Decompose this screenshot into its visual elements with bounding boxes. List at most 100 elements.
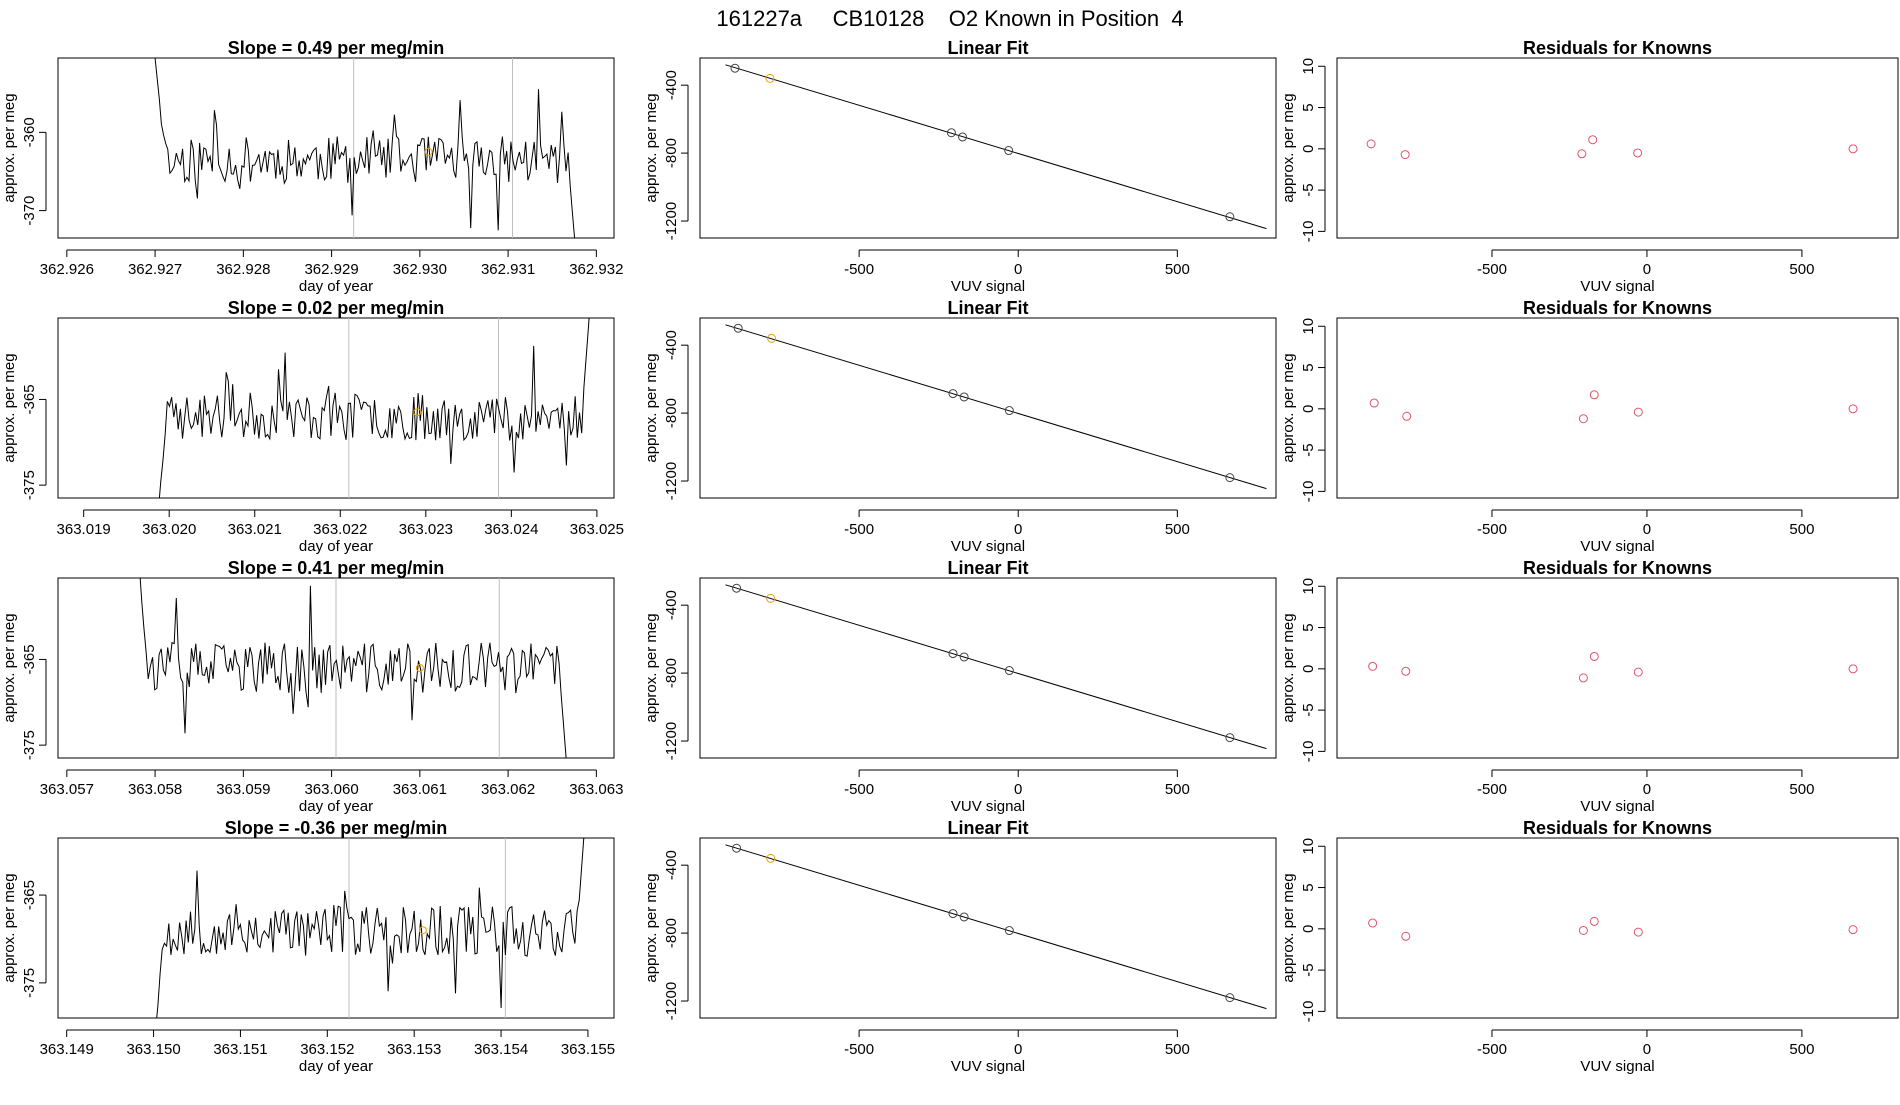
y-tick-label: 5	[1300, 103, 1317, 111]
x-tick-label: 500	[1165, 1041, 1190, 1058]
plot-area	[725, 63, 1267, 230]
data-point	[1578, 673, 1588, 683]
x-tick-label: 363.020	[142, 521, 196, 538]
chart-title: Residuals for Knowns	[1523, 38, 1712, 58]
x-tick-label: 0	[1643, 781, 1651, 798]
data-point	[1225, 993, 1235, 1003]
data-point	[1004, 406, 1014, 416]
x-tick-label: 363.149	[40, 1041, 94, 1058]
data-point	[1577, 149, 1587, 159]
data-point	[1848, 664, 1858, 674]
fit-line	[725, 584, 1267, 750]
y-tick-label: -800	[663, 918, 680, 948]
x-tick-label: 363.150	[126, 1041, 180, 1058]
x-tick-label: 362.926	[40, 261, 94, 278]
y-tick-label: -375	[21, 470, 38, 500]
data-point	[1589, 651, 1599, 661]
plot-frame	[699, 57, 1277, 239]
data-trace-line	[154, 58, 576, 238]
panels: Slope = 0.49 per meg/min 362.926 362.927 36…	[1, 38, 1899, 1075]
y-tick-label: -800	[663, 398, 680, 428]
x-tick-label: 363.058	[128, 781, 182, 798]
x-axis-label: VUV signal	[1580, 798, 1654, 815]
data-point	[1578, 414, 1588, 424]
plot-area	[725, 583, 1267, 750]
plot-area	[725, 323, 1267, 490]
chart-title: Linear Fit	[947, 38, 1028, 58]
x-axis-label: VUV signal	[1580, 538, 1654, 555]
figure-title: 161227a CB10128 O2 Known in Position 4	[716, 6, 1183, 31]
chart-panel: Linear Fit -500 0 500 VUV signal -400 -800 -120…	[643, 558, 1277, 815]
y-axis-label: approx. per meg	[643, 353, 660, 462]
y-tick-label: -400	[663, 70, 680, 100]
y-tick-label: 10	[1300, 318, 1317, 335]
y-tick-label: -360	[21, 117, 38, 147]
y-tick-label: -375	[21, 730, 38, 760]
x-tick-label: 362.927	[128, 261, 182, 278]
y-tick-label: -10	[1300, 481, 1317, 503]
x-tick-label: 362.931	[481, 261, 535, 278]
data-point	[732, 843, 742, 853]
x-axis-label: VUV signal	[951, 1058, 1025, 1075]
x-tick-label: 0	[1014, 261, 1022, 278]
x-tick-label: 363.062	[481, 781, 535, 798]
plot-frame	[57, 57, 615, 239]
chart-panel: Residuals for Knowns -500 0 500 VUV signal 10…	[1280, 298, 1899, 555]
y-tick-label: -365	[21, 644, 38, 674]
x-tick-label: 362.928	[216, 261, 270, 278]
data-point	[1588, 135, 1598, 145]
chart-panel: Residuals for Knowns -500 0 500 VUV signal 10…	[1280, 558, 1899, 815]
y-tick-label: 0	[1300, 145, 1317, 153]
x-tick-label: 363.063	[569, 781, 623, 798]
data-point	[733, 323, 743, 333]
y-tick-label: -10	[1300, 1001, 1317, 1023]
chart-panel: Residuals for Knowns -500 0 500 VUV signal 10…	[1280, 818, 1899, 1075]
plot-frame	[1336, 57, 1899, 239]
data-point	[1368, 918, 1378, 928]
known-marker-point	[415, 664, 424, 672]
x-tick-label: 363.022	[313, 521, 367, 538]
y-tick-label: 10	[1300, 838, 1317, 855]
plot-area	[1368, 916, 1858, 941]
x-tick-label: 363.021	[228, 521, 282, 538]
data-point	[958, 132, 968, 142]
data-point	[946, 128, 956, 138]
known-marker-point	[418, 926, 427, 935]
data-point	[767, 333, 777, 343]
y-axis-label: approx. per meg	[643, 93, 660, 202]
x-tick-label: -500	[1477, 521, 1507, 538]
plot-frame	[1336, 837, 1899, 1019]
x-tick-label: 362.932	[569, 261, 623, 278]
y-tick-label: -400	[663, 850, 680, 880]
data-point	[730, 63, 740, 73]
y-axis-label: approx. per meg	[1, 613, 18, 722]
x-tick-label: 363.059	[216, 781, 270, 798]
x-axis-label: day of year	[299, 798, 373, 815]
plot-frame	[699, 577, 1277, 759]
x-tick-label: 0	[1014, 1041, 1022, 1058]
x-tick-label: 363.057	[40, 781, 94, 798]
x-tick-label: 363.155	[561, 1041, 615, 1058]
x-axis-label: day of year	[299, 538, 373, 555]
plot-area	[158, 318, 590, 498]
data-point	[1848, 404, 1858, 414]
x-tick-label: -500	[1477, 1041, 1507, 1058]
x-tick-label: 362.930	[393, 261, 447, 278]
chart-title: Linear Fit	[947, 818, 1028, 838]
x-tick-label: 500	[1789, 781, 1814, 798]
plot-area	[1369, 390, 1858, 424]
data-point	[959, 652, 969, 662]
known-marker-point	[424, 147, 433, 156]
data-point	[1401, 666, 1411, 676]
plot-frame	[1336, 577, 1899, 759]
x-tick-label: 363.151	[213, 1041, 267, 1058]
chart-panel: Linear Fit -500 0 500 VUV signal -400 -800 -120…	[643, 818, 1277, 1075]
x-tick-label: -500	[1477, 781, 1507, 798]
x-tick-label: -500	[1477, 261, 1507, 278]
known-marker-point	[413, 408, 422, 417]
y-tick-label: 5	[1300, 883, 1317, 891]
data-point	[1400, 150, 1410, 160]
plot-area	[1368, 651, 1858, 683]
